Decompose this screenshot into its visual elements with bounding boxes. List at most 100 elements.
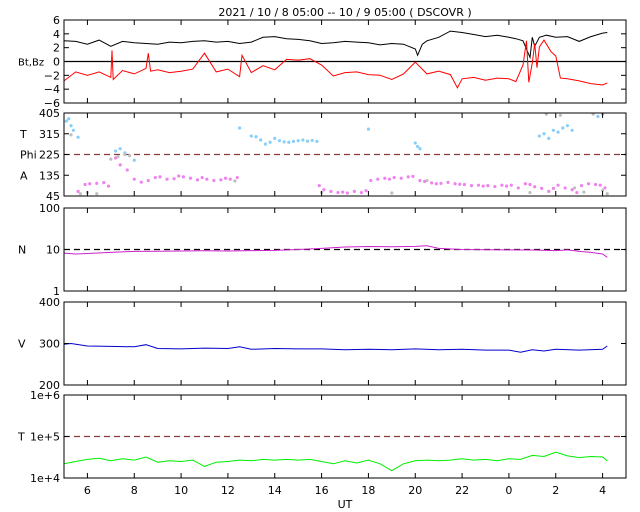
- point-temp_phi-1-33: [352, 189, 356, 193]
- series-line-density-0: [63, 245, 608, 258]
- point-temp_phi-1-30: [336, 190, 340, 195]
- y-tick-label-temperature-2: 1e+4: [30, 472, 60, 485]
- y-tick-label-bfield-6: −6: [44, 97, 60, 110]
- point-temp_phi-1-27: [317, 184, 321, 188]
- y-axis-label-temp_phi-2: A: [20, 169, 28, 182]
- series-line-bfield-1: [63, 39, 608, 89]
- point-temp_phi-2-19: [605, 192, 609, 196]
- point-temp_phi-0-11: [254, 135, 258, 139]
- point-temp_phi-1-73: [586, 182, 591, 186]
- y-tick-label-density-2: 1: [53, 285, 60, 298]
- point-temp_phi-1-20: [200, 175, 204, 180]
- point-temp_phi-0-19: [291, 139, 296, 143]
- point-temp_phi-1-21: [205, 177, 209, 181]
- series-line-bfield-0: [63, 30, 608, 60]
- point-temp_phi-1-14: [165, 177, 169, 181]
- series-temp_phi-1: [76, 156, 607, 195]
- x-tick-label-10: 2: [552, 484, 559, 497]
- point-temp_phi-0-16: [277, 139, 282, 143]
- point-temp_phi-1-76: [603, 186, 607, 190]
- chart-panels: 6420−2−4−6Bt,Bz40531522513545TPhiA100101…: [17, 14, 627, 485]
- point-temp_phi-0-25: [366, 127, 371, 131]
- point-temp_phi-1-10: [139, 180, 143, 184]
- y-tick-label-bfield-3: 0: [53, 56, 60, 69]
- point-temp_phi-1-62: [523, 182, 527, 186]
- series-temp_phi-0: [64, 112, 605, 162]
- x-tick-label-7: 20: [408, 484, 422, 497]
- y-tick-label-velocity-2: 200: [39, 379, 60, 392]
- y-tick-label-bfield-4: −2: [44, 69, 60, 82]
- x-tick-label-0: 6: [84, 484, 91, 497]
- point-temp_phi-1-7: [118, 163, 122, 167]
- point-temp_phi-1-2: [88, 182, 92, 186]
- point-temp_phi-1-35: [364, 189, 368, 193]
- point-temp_phi-1-41: [399, 176, 403, 180]
- point-temp_phi-0-37: [596, 114, 600, 119]
- point-temp_phi-1-39: [387, 177, 392, 181]
- point-temp_phi-0-14: [268, 140, 272, 144]
- point-temp_phi-1-44: [418, 178, 422, 183]
- x-tick-label-5: 16: [315, 484, 329, 497]
- point-temp_phi-2-8: [233, 179, 237, 183]
- point-temp_phi-1-34: [359, 190, 363, 195]
- point-temp_phi-0-26: [413, 141, 417, 145]
- point-temp_phi-1-74: [593, 182, 598, 187]
- y-tick-label-temp_phi-3: 135: [39, 169, 60, 182]
- y-axis-label-temperature: T: [17, 431, 25, 444]
- point-temp_phi-1-1: [83, 182, 87, 187]
- point-temp_phi-0-27: [415, 144, 420, 149]
- y-axis-label-velocity: V: [18, 338, 26, 351]
- point-temp_phi-1-69: [563, 186, 567, 190]
- point-temp_phi-0-6: [118, 147, 122, 151]
- point-temp_phi-0-28: [418, 147, 422, 151]
- series-temp_phi-2: [69, 112, 609, 196]
- point-temp_phi-1-65: [540, 186, 544, 190]
- y-tick-label-temperature-0: 1e+6: [30, 389, 60, 402]
- point-temp_phi-1-17: [181, 175, 186, 179]
- point-temp_phi-0-29: [537, 134, 541, 138]
- point-temp_phi-0-10: [249, 134, 253, 138]
- point-temp_phi-0-15: [273, 136, 277, 140]
- point-temp_phi-0-31: [547, 136, 551, 140]
- y-tick-label-temp_phi-2: 225: [39, 149, 60, 162]
- point-temp_phi-1-71: [575, 190, 579, 195]
- x-tick-label-8: 22: [455, 484, 469, 497]
- point-temp_phi-1-51: [458, 182, 462, 186]
- point-temp_phi-1-46: [430, 181, 434, 185]
- x-tick-label-3: 12: [221, 484, 235, 497]
- point-temp_phi-1-29: [329, 189, 333, 193]
- x-tick-label-6: 18: [361, 484, 375, 497]
- point-temp_phi-1-55: [481, 184, 485, 188]
- point-temp_phi-0-0: [64, 119, 68, 123]
- point-temp_phi-2-12: [528, 190, 532, 195]
- point-temp_phi-1-50: [453, 182, 457, 186]
- point-temp_phi-0-5: [113, 149, 118, 153]
- panel-frame-velocity: [63, 301, 627, 386]
- x-tick-label-4: 14: [268, 484, 282, 497]
- point-temp_phi-1-64: [533, 185, 537, 189]
- point-temp_phi-0-30: [542, 132, 546, 136]
- point-temp_phi-1-11: [146, 178, 150, 183]
- point-temp_phi-0-18: [287, 140, 291, 144]
- point-temp_phi-0-24: [315, 139, 319, 143]
- point-temp_phi-0-23: [310, 138, 314, 143]
- y-tick-label-density-0: 100: [39, 202, 60, 215]
- panel-density: 100 10 1 N: [18, 202, 627, 298]
- point-temp_phi-1-66: [547, 189, 551, 193]
- point-temp_phi-1-63: [528, 182, 532, 187]
- point-temp_phi-1-36: [369, 178, 373, 183]
- point-temp_phi-2-6: [123, 152, 127, 157]
- point-temp_phi-0-32: [551, 128, 556, 132]
- x-axis-label: UT: [338, 498, 353, 511]
- point-temp_phi-1-59: [504, 184, 509, 188]
- point-temp_phi-1-48: [439, 181, 443, 185]
- point-temp_phi-1-0: [76, 189, 80, 193]
- point-temp_phi-1-58: [500, 183, 504, 187]
- point-temp_phi-2-7: [127, 154, 132, 158]
- point-temp_phi-1-13: [158, 175, 162, 179]
- point-temp_phi-2-1: [78, 192, 82, 196]
- y-axis-label-density: N: [18, 244, 26, 257]
- point-temp_phi-0-21: [301, 138, 305, 142]
